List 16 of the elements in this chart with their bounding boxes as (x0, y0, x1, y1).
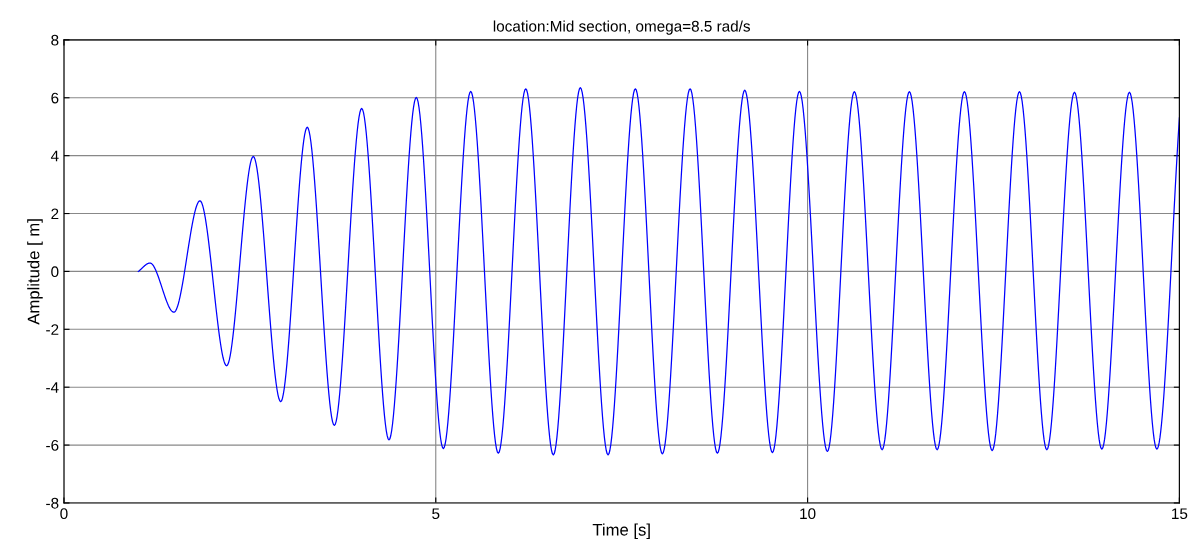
y-tick-label: 6 (51, 92, 59, 104)
y-axis-title: Amplitude [ m] (27, 219, 43, 325)
x-tick-label: 0 (60, 508, 68, 520)
y-tick-label: 0 (51, 266, 59, 278)
y-tick-label: -8 (46, 497, 59, 509)
x-tick-label: 15 (1172, 508, 1188, 520)
y-tick-label: 8 (51, 34, 59, 46)
y-tick-label: -2 (46, 324, 59, 335)
x-axis-title: Time [s] (592, 523, 650, 539)
x-tick-label: 10 (800, 508, 816, 520)
y-tick-label: -6 (46, 439, 59, 451)
y-tick-label: -4 (46, 382, 59, 393)
chart-title: location:Mid section, omega=8.5 rad/s (493, 20, 750, 35)
x-tick-label: 5 (432, 508, 440, 520)
y-tick-label: 2 (51, 208, 59, 220)
y-tick-label: 4 (50, 150, 59, 162)
